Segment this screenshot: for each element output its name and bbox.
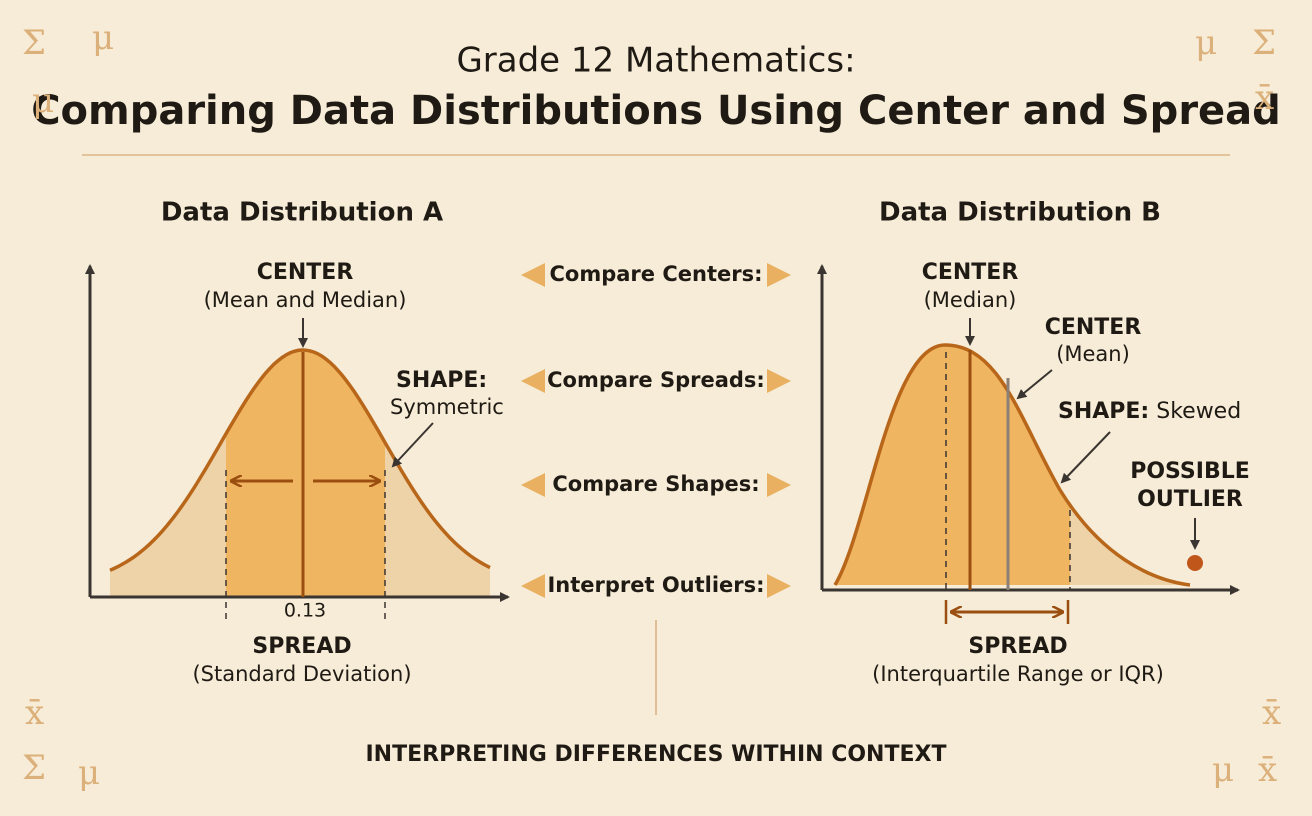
symbol: μ: [32, 81, 54, 121]
label: SHAPE:: [396, 368, 487, 393]
arrow-right: [767, 369, 791, 393]
outlier-dot: [1187, 555, 1203, 571]
symbol: Σ: [22, 23, 46, 63]
symbol: Σ: [22, 748, 46, 788]
label-key: SHAPE:: [1058, 399, 1149, 424]
label-detail: (Mean and Median): [204, 288, 407, 312]
symbol: Σ: [1252, 23, 1276, 63]
pointer: [1016, 369, 1053, 400]
arrow-left: [521, 574, 545, 598]
symbol: x̄: [1255, 78, 1274, 118]
label-detail: (Mean): [1056, 342, 1130, 366]
footer: INTERPRETING DIFFERENCES WITHIN CONTEXT: [366, 742, 947, 767]
outlier-label: OUTLIER: [1137, 487, 1243, 512]
curve: [109, 348, 491, 572]
curve: [833, 343, 1191, 587]
symbol: x̄: [1262, 693, 1281, 733]
label: CENTER: [257, 260, 354, 285]
comparison-label: Interpret Outliers:: [547, 573, 764, 597]
axis-label: 0.13: [284, 600, 326, 622]
label: SPREAD: [968, 634, 1067, 659]
symbol: μ: [1212, 750, 1234, 790]
arrow-left: [521, 263, 545, 287]
label-detail: Symmetric: [390, 395, 504, 419]
label-detail: (Interquartile Range or IQR): [872, 662, 1164, 686]
label: CENTER: [922, 260, 1019, 285]
symbol: μ: [78, 753, 100, 793]
curve-body: [226, 350, 385, 597]
label-detail: Skewed: [1156, 399, 1241, 424]
comparison-list: Compare Centers: Compare Spreads: Compare …: [521, 262, 791, 598]
pointer: [1060, 431, 1111, 484]
label: CENTER: [1045, 315, 1142, 340]
panel-title: Data Distribution A: [161, 198, 443, 228]
comparison-label: Compare Shapes:: [552, 472, 759, 496]
arrow-left: [521, 369, 545, 393]
label: SHAPE: Skewed: [1058, 399, 1241, 424]
comparison-label: Compare Centers:: [550, 262, 763, 286]
comparison-label: Compare Spreads:: [547, 368, 765, 392]
pointer: [391, 422, 434, 468]
title: Comparing Data Distributions Using Cente…: [31, 88, 1281, 134]
label: SPREAD: [252, 634, 351, 659]
outlier-label: POSSIBLE: [1130, 459, 1250, 484]
arrow-right: [767, 574, 791, 598]
curve-body: [835, 345, 1070, 585]
symbol: μ: [92, 18, 114, 58]
label-detail: (Median): [924, 288, 1017, 312]
symbol: x̄: [1258, 750, 1277, 790]
symbol: x̄: [25, 693, 44, 733]
arrow-right: [767, 473, 791, 497]
arrow-right: [767, 263, 791, 287]
curve-group: [109, 348, 491, 597]
label-detail: (Standard Deviation): [192, 662, 411, 686]
panel-title: Data Distribution B: [879, 198, 1161, 228]
symbol: μ: [1195, 23, 1217, 63]
arrow-left: [521, 473, 545, 497]
subtitle: Grade 12 Mathematics:: [456, 41, 855, 81]
